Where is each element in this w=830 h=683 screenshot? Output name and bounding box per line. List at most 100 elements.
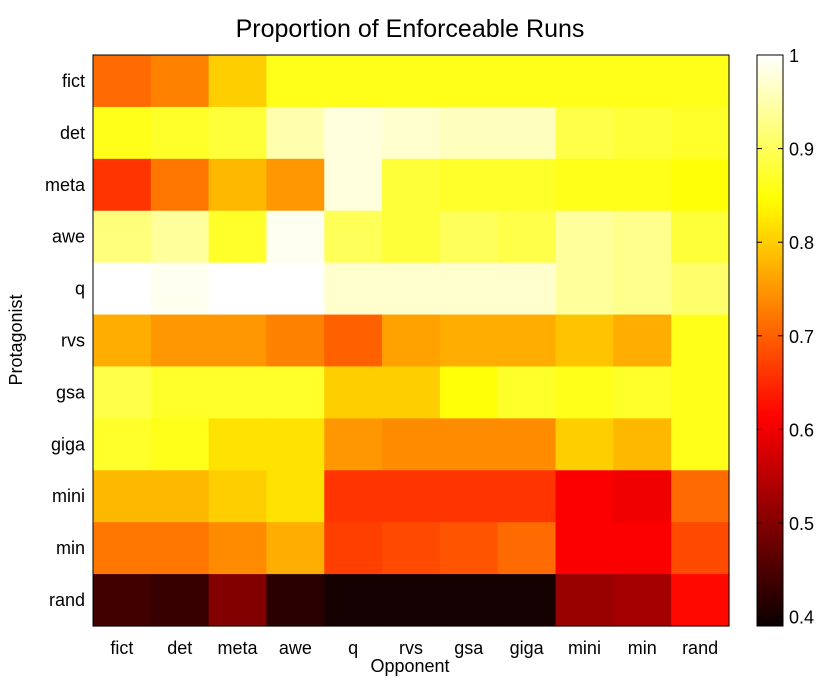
heatmap-cell bbox=[266, 158, 325, 212]
heatmap-cell bbox=[671, 574, 730, 627]
heatmap-cell bbox=[266, 418, 325, 471]
y-axis-label: Protagonist bbox=[6, 294, 26, 385]
heatmap-cell bbox=[150, 55, 210, 108]
x-tick-labels: fict det meta awe q rvs gsa giga mini min rand bbox=[110, 638, 718, 658]
heatmap-cell bbox=[671, 522, 730, 575]
heatmap-cell bbox=[613, 210, 672, 264]
heatmap-cell bbox=[93, 55, 152, 108]
heatmap-cell bbox=[382, 158, 441, 212]
heatmap-cell bbox=[613, 55, 672, 108]
heatmap-cell bbox=[671, 366, 730, 419]
x-tick-label: awe bbox=[279, 638, 312, 658]
heatmap-cell bbox=[266, 210, 325, 264]
x-tick-label: q bbox=[348, 638, 358, 658]
heatmap-cell bbox=[671, 418, 730, 471]
heatmap-cell bbox=[150, 418, 210, 471]
heatmap-cell bbox=[497, 158, 557, 212]
heatmap-cell bbox=[150, 314, 210, 368]
heatmap-cell bbox=[266, 262, 325, 316]
heatmap-cell bbox=[671, 106, 730, 160]
heatmap-cell bbox=[555, 158, 614, 212]
y-tick-label: meta bbox=[45, 175, 86, 195]
heatmap-cell bbox=[613, 418, 672, 471]
y-tick-label: giga bbox=[51, 434, 86, 454]
heatmap-cell bbox=[324, 418, 383, 471]
heatmap-cell bbox=[439, 55, 499, 108]
heatmap-cell bbox=[439, 470, 499, 523]
x-tick-label: meta bbox=[218, 638, 259, 658]
heatmap-cell bbox=[555, 262, 614, 316]
heatmap-cell bbox=[555, 55, 614, 108]
x-tick-label: min bbox=[628, 638, 657, 658]
heatmap-cell bbox=[382, 55, 441, 108]
heatmap-cell bbox=[382, 470, 441, 523]
heatmap-cell bbox=[439, 158, 499, 212]
heatmap-cell bbox=[497, 55, 557, 108]
heatmap-cell bbox=[555, 522, 614, 575]
heatmap-cell bbox=[324, 106, 383, 160]
heatmap-cell bbox=[497, 262, 557, 316]
heatmap-cell bbox=[266, 522, 325, 575]
heatmap-cell bbox=[150, 522, 210, 575]
heatmap-cell bbox=[439, 210, 499, 264]
y-tick-label: gsa bbox=[56, 382, 86, 402]
heatmap-cell bbox=[382, 366, 441, 419]
heatmap-cell bbox=[555, 574, 614, 627]
heatmap-cell bbox=[208, 574, 268, 627]
heatmap-cell bbox=[382, 522, 441, 575]
y-tick-label: mini bbox=[52, 486, 85, 506]
heatmap-cell bbox=[497, 522, 557, 575]
heatmap-cell bbox=[324, 522, 383, 575]
heatmap-cell bbox=[613, 314, 672, 368]
colorbar-tick-label: 0.5 bbox=[789, 514, 814, 534]
heatmap-cell bbox=[671, 55, 730, 108]
heatmap-cell bbox=[613, 574, 672, 627]
y-tick-labels: fict det meta awe q rvs gsa giga mini min rand bbox=[45, 71, 86, 610]
colorbar-tick-label: 0.4 bbox=[789, 608, 814, 628]
heatmap-cell bbox=[208, 418, 268, 471]
heatmap-cell bbox=[671, 158, 730, 212]
heatmap-cell bbox=[497, 314, 557, 368]
y-tick-label: min bbox=[56, 538, 85, 558]
heatmap-cell bbox=[208, 106, 268, 160]
x-tick-label: giga bbox=[510, 638, 545, 658]
heatmap-cell bbox=[555, 210, 614, 264]
heatmap-cell bbox=[93, 106, 152, 160]
heatmap-cell bbox=[439, 522, 499, 575]
heatmap-cell bbox=[439, 314, 499, 368]
heatmap-cell bbox=[382, 418, 441, 471]
y-tick-label: det bbox=[60, 123, 85, 143]
heatmap-cell bbox=[497, 106, 557, 160]
x-tick-label: det bbox=[167, 638, 192, 658]
heatmap-cell bbox=[555, 418, 614, 471]
heatmap-cell bbox=[208, 158, 268, 212]
heatmap-cell bbox=[93, 470, 152, 523]
heatmap-cell bbox=[150, 210, 210, 264]
y-tick-label: rand bbox=[49, 590, 85, 610]
heatmap-cell bbox=[93, 210, 152, 264]
heatmap-cell bbox=[439, 106, 499, 160]
colorbar-tick-label: 1 bbox=[789, 46, 799, 66]
plot-frame bbox=[92, 54, 730, 627]
heatmap-cell bbox=[497, 210, 557, 264]
heatmap-cell bbox=[439, 574, 499, 627]
heatmap-cell bbox=[208, 522, 268, 575]
heatmap-cell bbox=[208, 55, 268, 108]
heatmap-cell bbox=[497, 418, 557, 471]
heatmap-cell bbox=[150, 262, 210, 316]
heatmap-cell bbox=[439, 366, 499, 419]
heatmap-cell bbox=[324, 262, 383, 316]
x-tick-label: mini bbox=[568, 638, 601, 658]
heatmap-cell bbox=[266, 366, 325, 419]
colorbar-tick-label: 0.6 bbox=[789, 420, 814, 440]
colorbar bbox=[756, 54, 784, 627]
heatmap-cell bbox=[150, 106, 210, 160]
heatmap-cell bbox=[208, 210, 268, 264]
heatmap-cell bbox=[555, 470, 614, 523]
heatmap-cell bbox=[613, 158, 672, 212]
heatmap-cell bbox=[613, 262, 672, 316]
heatmap-cell bbox=[555, 314, 614, 368]
heatmap-cell bbox=[324, 574, 383, 627]
heatmap-cell bbox=[382, 262, 441, 316]
heatmap-cell bbox=[497, 574, 557, 627]
